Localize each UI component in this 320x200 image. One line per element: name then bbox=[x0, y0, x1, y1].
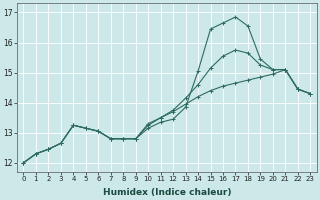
X-axis label: Humidex (Indice chaleur): Humidex (Indice chaleur) bbox=[103, 188, 231, 197]
